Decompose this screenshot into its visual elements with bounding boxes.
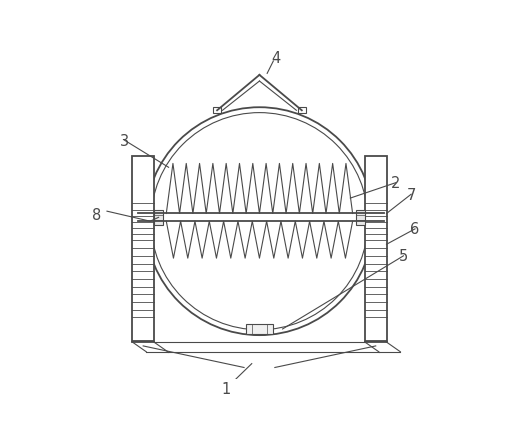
Text: 7: 7 — [407, 187, 416, 202]
Text: 3: 3 — [120, 133, 129, 149]
Bar — [246, 325, 273, 334]
Bar — [132, 156, 154, 341]
Bar — [213, 108, 221, 114]
Text: 2: 2 — [391, 176, 401, 191]
Text: 4: 4 — [272, 51, 281, 66]
Text: 6: 6 — [410, 222, 420, 237]
Bar — [298, 108, 306, 114]
Text: 1: 1 — [222, 381, 231, 396]
Bar — [154, 210, 163, 225]
Bar — [356, 210, 365, 225]
Text: 8: 8 — [92, 207, 101, 222]
Text: 5: 5 — [399, 249, 408, 264]
Bar — [365, 156, 386, 341]
